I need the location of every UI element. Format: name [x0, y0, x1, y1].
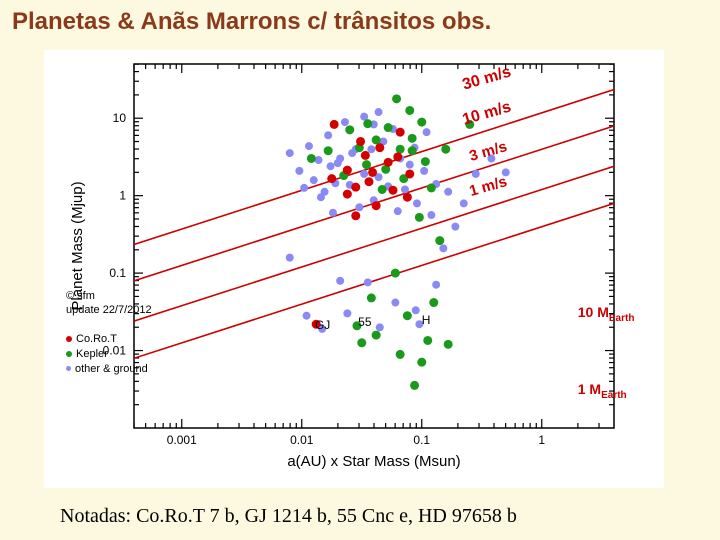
copyright-line1: © sfm [66, 290, 95, 302]
footer-note: Notadas: Co.Ro.T 7 b, GJ 1214 b, 55 Cnc … [60, 505, 517, 528]
svg-text:55: 55 [358, 315, 372, 329]
copyright-line2: update 22/7/2012 [66, 304, 152, 316]
svg-text:0.1: 0.1 [413, 433, 430, 447]
svg-text:a(AU) x Star Mass (Msun): a(AU) x Star Mass (Msun) [287, 453, 460, 470]
svg-text:10: 10 [113, 111, 127, 125]
scatter-chart: 0.0010.010.110.010.1110a(AU) x Star Mass… [44, 50, 664, 488]
svg-text:0.001: 0.001 [167, 433, 197, 447]
svg-text:0.01: 0.01 [290, 433, 314, 447]
copyright-text: © sfm update 22/7/2012 [66, 289, 152, 319]
page-title: Planetas & Anãs Marrons c/ trânsitos obs… [12, 8, 491, 36]
one-earth-label: 1 MEarth [578, 381, 627, 401]
ten-earth-label: 10 MEarth [578, 304, 635, 324]
chart-container: 0.0010.010.110.010.1110a(AU) x Star Mass… [44, 50, 664, 488]
svg-text:1: 1 [119, 189, 126, 203]
svg-text:0.1: 0.1 [109, 266, 126, 280]
svg-text:1: 1 [538, 433, 545, 447]
legend-item: Kepler [66, 346, 148, 361]
legend-item: other & ground [66, 361, 148, 376]
svg-text:H: H [422, 313, 431, 327]
legend-item: Co.Ro.T [66, 331, 148, 346]
svg-text:GJ: GJ [315, 318, 330, 332]
legend: Co.Ro.TKeplerother & ground [66, 331, 148, 376]
